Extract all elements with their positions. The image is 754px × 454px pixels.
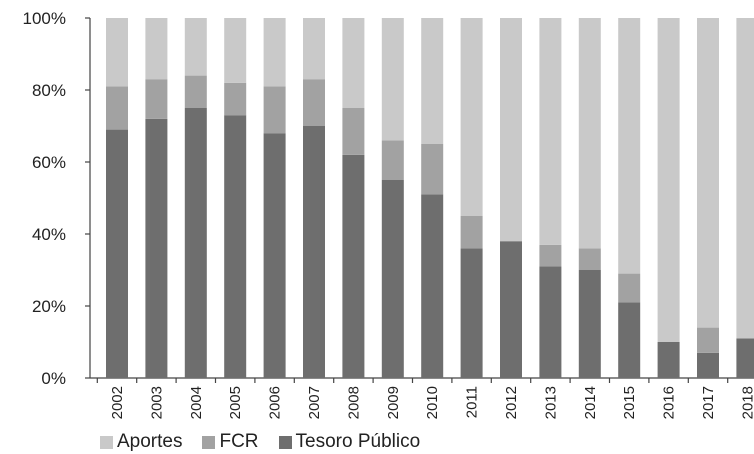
- bars: [106, 18, 754, 379]
- legend-item: Aportes: [100, 431, 182, 453]
- x-tick-label: 2004: [188, 386, 205, 419]
- y-tick-label: 20%: [32, 297, 66, 316]
- bar-fcr-2004: [184, 75, 207, 108]
- legend-swatch: [278, 435, 292, 449]
- bar-tesoro-p-blico-2005: [224, 115, 247, 378]
- bar-aportes-2016: [657, 18, 680, 342]
- x-tick-label: 2015: [621, 386, 638, 419]
- legend-item: Tesoro Público: [278, 431, 421, 453]
- stacked-bar-chart: 0%20%40%60%80%100% 2002 2003 2004 2005 2006 2…: [23, 9, 754, 419]
- y-tick-label: 60%: [32, 153, 66, 172]
- legend: Aportes FCR Tesoro Público: [100, 430, 420, 454]
- x-tick-label: 2012: [503, 386, 520, 419]
- bar-tesoro-p-blico-2006: [263, 133, 286, 378]
- x-tick-label: 2002: [109, 386, 126, 419]
- y-tick-label: 100%: [23, 9, 66, 28]
- bar-tesoro-p-blico-2016: [657, 342, 680, 378]
- bar-aportes-2009: [381, 18, 404, 141]
- bar-aportes-2015: [618, 18, 641, 274]
- y-tick-label: 80%: [32, 81, 66, 100]
- legend-swatch: [100, 435, 113, 449]
- bar-tesoro-p-blico-2013: [539, 266, 562, 378]
- bar-fcr-2017: [697, 327, 719, 353]
- x-axis-ticks: 2002 2003 2004 2005 2006 2007 2008 2009 2010 2011…: [96, 378, 754, 419]
- bar-aportes-2018: [736, 18, 754, 339]
- bar-tesoro-p-blico-2007: [303, 126, 325, 378]
- legend-label: Aportes: [117, 431, 183, 452]
- bar-fcr-2002: [106, 86, 128, 130]
- bar-aportes-2013: [539, 18, 562, 245]
- y-axis-ticks: 0% 20% 40% 60% 80% 100%: [23, 9, 90, 388]
- x-tick-label: 2013: [542, 386, 559, 419]
- x-tick-label: 2006: [267, 386, 284, 419]
- bar-tesoro-p-blico-2014: [578, 270, 601, 378]
- legend-label: Tesoro Público: [295, 431, 421, 452]
- bar-fcr-2009: [381, 140, 404, 180]
- bar-tesoro-p-blico-2009: [381, 180, 404, 378]
- x-tick-label: 2009: [385, 386, 402, 419]
- bar-aportes-2004: [184, 18, 207, 76]
- bar-aportes-2017: [697, 18, 719, 328]
- bar-aportes-2011: [460, 18, 483, 216]
- bar-aportes-2014: [578, 18, 601, 249]
- x-tick-label: 2016: [661, 386, 678, 419]
- y-tick-label: 40%: [32, 225, 66, 244]
- bar-tesoro-p-blico-2008: [342, 154, 365, 378]
- bar-fcr-2003: [145, 79, 168, 119]
- bar-tesoro-p-blico-2017: [697, 352, 719, 378]
- bar-fcr-2014: [578, 248, 601, 270]
- bar-fcr-2015: [618, 273, 641, 303]
- bar-aportes-2007: [303, 18, 325, 80]
- bar-tesoro-p-blico-2002: [106, 129, 128, 378]
- bar-tesoro-p-blico-2003: [145, 118, 168, 379]
- x-tick-label: 2005: [227, 386, 244, 419]
- x-tick-label: 2017: [700, 386, 717, 419]
- x-tick-label: 2008: [345, 386, 362, 419]
- bar-fcr-2011: [460, 216, 483, 249]
- x-tick-label: 2018: [739, 386, 754, 419]
- x-tick-label: 2011: [464, 386, 481, 418]
- x-tick-label: 2014: [582, 386, 599, 419]
- bar-aportes-2006: [263, 18, 286, 87]
- bar-aportes-2005: [224, 18, 247, 83]
- x-tick-label: 2007: [306, 386, 323, 419]
- bar-tesoro-p-blico-2012: [500, 241, 522, 378]
- bar-fcr-2013: [539, 244, 562, 267]
- legend-item: FCR: [202, 431, 259, 453]
- bar-aportes-2003: [145, 18, 168, 80]
- bar-aportes-2008: [342, 18, 365, 108]
- bar-fcr-2010: [421, 144, 444, 195]
- bar-fcr-2007: [303, 79, 325, 126]
- bar-fcr-2006: [263, 86, 286, 134]
- bar-tesoro-p-blico-2015: [618, 302, 641, 378]
- legend-swatch: [202, 435, 216, 449]
- bar-tesoro-p-blico-2018: [736, 338, 754, 378]
- bar-tesoro-p-blico-2010: [421, 194, 444, 378]
- bar-aportes-2012: [500, 18, 522, 242]
- bar-fcr-2005: [224, 82, 247, 116]
- legend-label: FCR: [219, 431, 259, 452]
- x-tick-label: 2003: [148, 386, 165, 419]
- y-tick-label: 0%: [41, 369, 66, 388]
- bar-tesoro-p-blico-2004: [184, 108, 207, 378]
- bar-tesoro-p-blico-2011: [460, 248, 483, 378]
- x-tick-label: 2010: [424, 386, 441, 419]
- bar-aportes-2002: [106, 18, 128, 87]
- bar-aportes-2010: [421, 18, 444, 144]
- bar-fcr-2008: [342, 108, 365, 155]
